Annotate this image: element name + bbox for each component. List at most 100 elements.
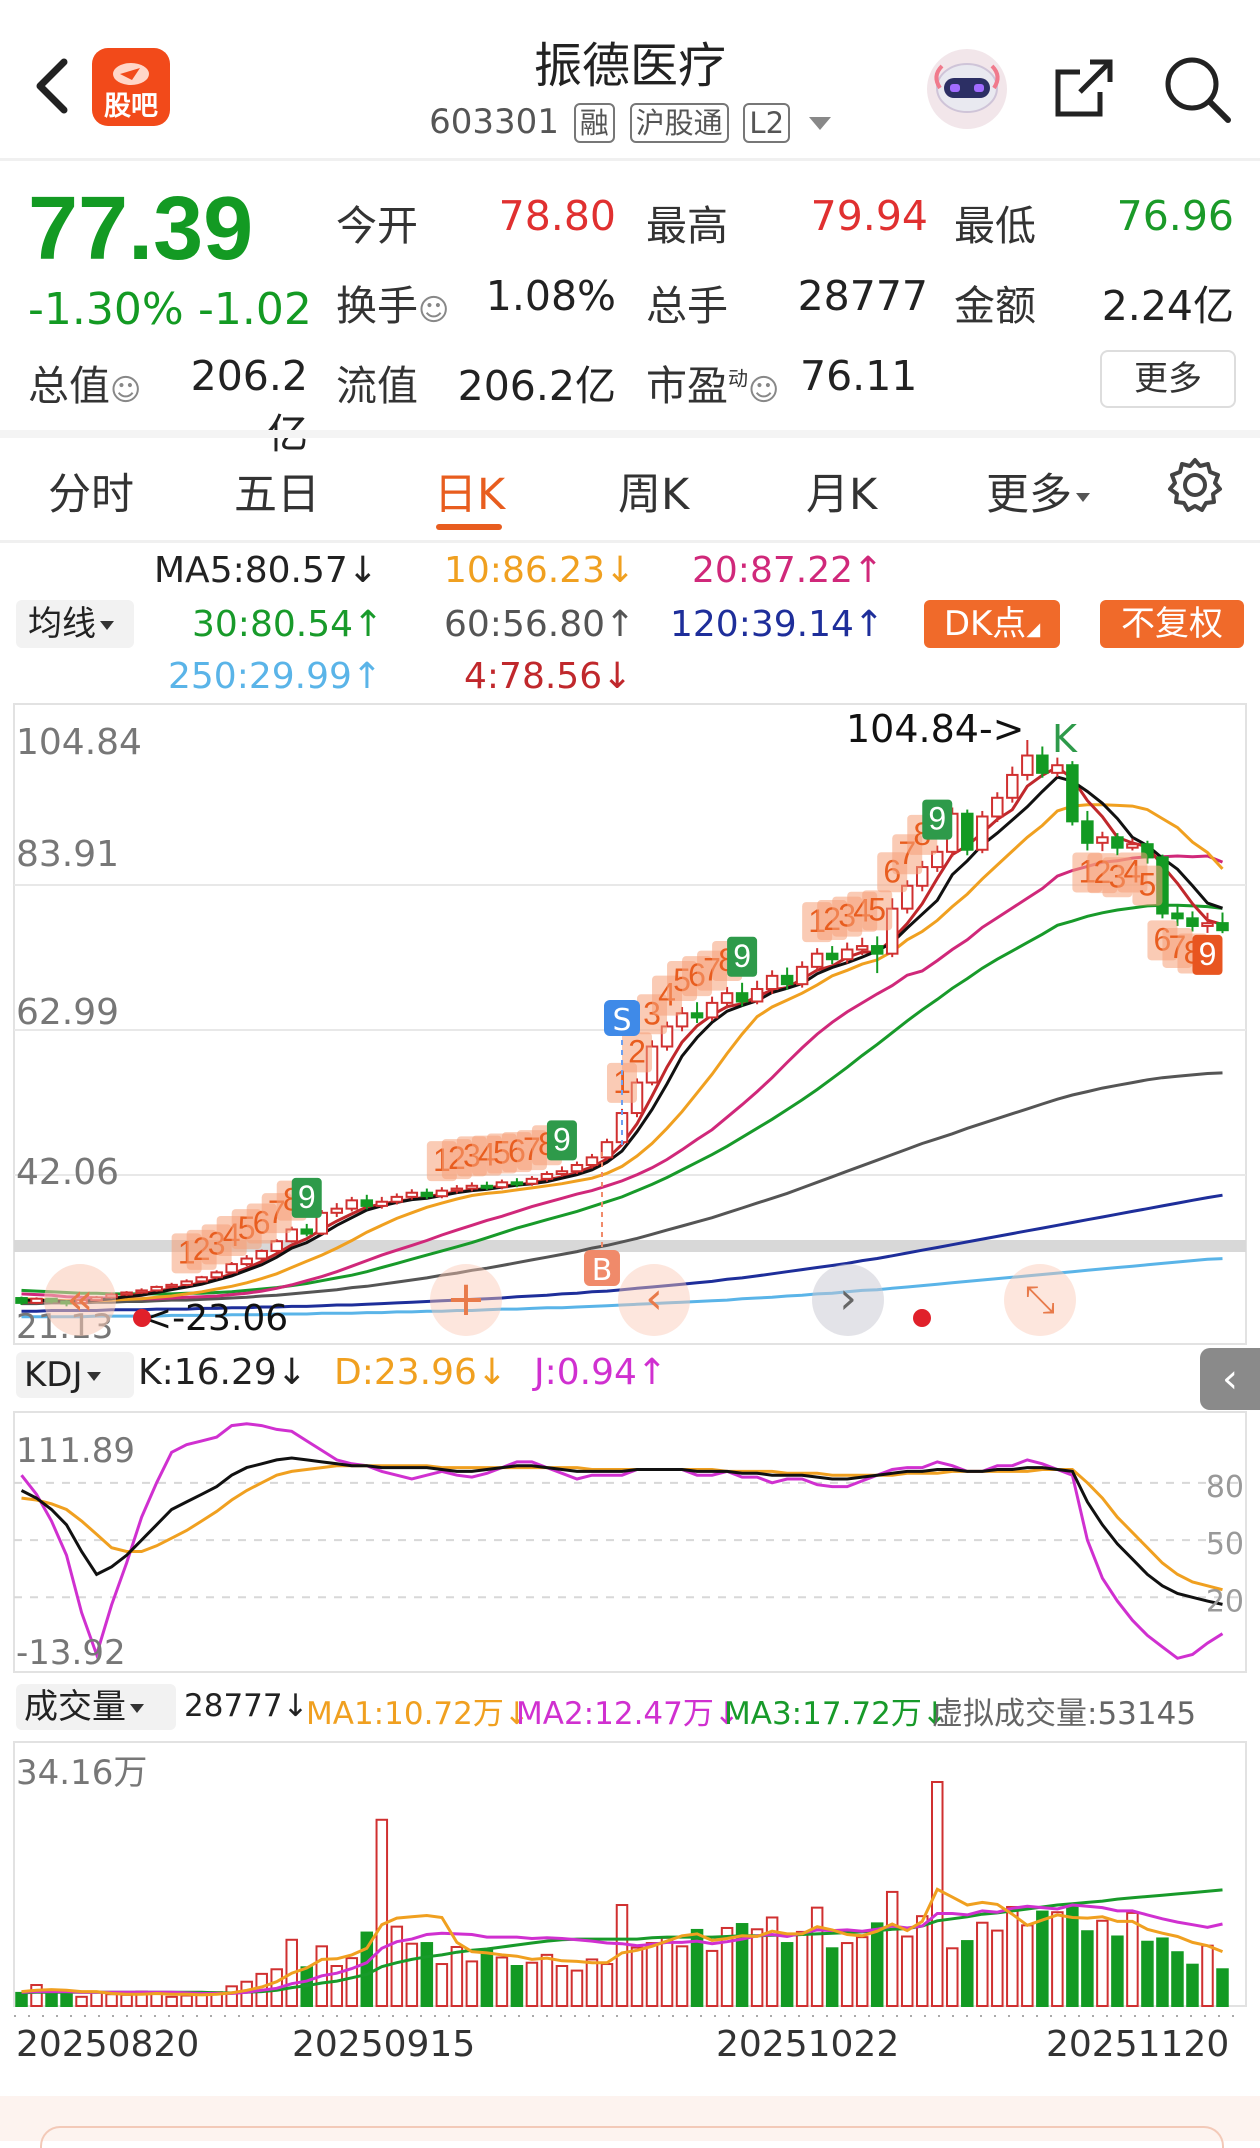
volume-bar [735,1923,749,2008]
candle-body [720,992,734,1004]
candle [420,1188,434,1199]
pe-info-icon[interactable]: ☺ [748,373,780,408]
sequence-marker-bg [291,1177,322,1218]
dk-point-button[interactable]: DK点◢ [924,600,1060,648]
volume-bar [946,1947,959,2007]
candle-body [840,948,854,961]
ma30-legend: 30:80.54↑ [192,604,384,645]
guba-logo[interactable]: 股吧 [92,48,170,126]
candle [900,880,914,914]
candle-body [735,992,749,1003]
volume-bar [705,1949,719,2008]
candle [720,986,734,1009]
tab-weekly-k[interactable]: 周K [618,470,690,520]
open-label: 今开 [336,202,418,250]
candle-body [465,1184,479,1190]
candle [600,1138,614,1161]
stock-code: 603301 [429,102,559,142]
volume-selector[interactable]: 成交量 [16,1684,176,1730]
candle-body [825,952,839,961]
candle-body [375,1200,389,1207]
zoom-in-icon[interactable]: + [430,1264,502,1336]
volume-bar [150,1992,163,2008]
candle-body [991,796,1004,818]
scroll-left-fast-icon[interactable]: « [44,1264,116,1336]
tab-monthly-k[interactable]: 月K [806,470,878,520]
volume-bar [30,1984,43,2007]
fullscreen-icon[interactable]: ⤡ [1004,1264,1076,1336]
volume-selector-caret-icon [130,1704,144,1713]
sequence-marker-bg [546,1120,577,1161]
candle-body [765,974,779,991]
candle-body [750,988,764,1003]
sequence-marker-label: 9 [733,938,751,974]
candle-body [885,907,899,955]
kdj-k-legend: K:16.29↓ [138,1352,307,1393]
tab-intraday[interactable]: 分时 [48,470,134,520]
candle-body [1081,820,1094,844]
scroll-right-icon[interactable]: › [812,1264,884,1336]
tab-daily-k[interactable]: 日K [434,470,506,520]
candle-body [675,1012,689,1028]
candle-body [285,1228,298,1243]
candle [1111,833,1124,856]
kdj-selector[interactable]: KDJ [16,1352,134,1398]
candle [555,1166,569,1177]
kdj-right-label: 50 [1206,1527,1244,1562]
tag-level2[interactable]: L2 [743,103,791,143]
volume-bar [885,1890,899,2007]
settings-gear-icon[interactable] [1166,456,1224,528]
candle-body [660,1025,674,1048]
stock-chart[interactable]: 1234567891234567891234567891234567891234… [0,700,1260,2096]
share-icon[interactable] [1050,56,1116,122]
no-adjust-button[interactable]: 不复权 [1100,600,1244,648]
pe-label-text: 市盈 [646,362,728,410]
bottom-input-edge[interactable] [40,2126,1224,2148]
candle-body [961,812,974,851]
assistant-robot-icon[interactable] [924,46,1010,132]
candle-body [1171,912,1184,920]
kdj-d-legend: D:23.96↓ [334,1352,508,1393]
amount-value: 2.24亿 [1101,282,1234,330]
ma120-legend: 120:39.14↑ [670,604,885,645]
more-quote-button[interactable]: 更多 [1100,350,1236,408]
scroll-left-icon[interactable]: ‹ [618,1264,690,1336]
candle-body [420,1191,434,1198]
tab-five-day[interactable]: 五日 [234,470,320,520]
ma-selector[interactable]: 均线 [16,600,134,648]
candle [1066,761,1079,826]
tag-margin: 融 [573,103,615,143]
candle [450,1185,464,1194]
sequence-marker: 9 [1192,934,1223,975]
volume-bar [1171,1951,1184,2007]
sequence-marker-bg [727,936,758,977]
volume-bar [795,1930,809,2007]
ma4-legend: 4:78.56↓ [464,656,633,697]
volume-bar [375,1818,389,2008]
volume-legend-ma1: MA1:10.72万↓ [306,1696,530,1732]
high-label: 最高 [646,202,728,250]
search-icon[interactable] [1162,54,1232,124]
volume-bar [1141,1940,1154,2007]
turnover-info-icon[interactable]: ☺ [418,293,450,328]
candle-body [585,1156,599,1167]
volume-bar [570,1969,584,2008]
tab-more[interactable]: 更多 [986,460,1090,522]
volume-bar [780,1942,794,2008]
kdj-k-line [20,1456,1223,1606]
volume-bar [660,1936,674,2007]
candle [210,1270,223,1280]
code-dropdown-icon[interactable] [808,117,831,130]
back-icon[interactable] [28,56,78,116]
candle [660,1021,674,1051]
candle [690,1002,704,1023]
candle [885,898,899,958]
volume-bar [840,1942,854,2008]
volume-bar [585,1958,599,2008]
candle [570,1161,584,1175]
collapse-panel-icon[interactable]: ‹ [1200,1348,1260,1410]
mktcap-info-icon[interactable]: ☺ [110,373,142,408]
top-bar: 股吧 振德医疗 603301 融 沪股通 L2 [0,0,1260,160]
sequence-marker-label: 9 [928,801,946,837]
candle-body [855,945,869,951]
